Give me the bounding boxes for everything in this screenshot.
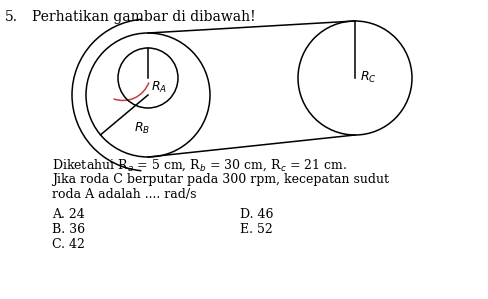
Text: B. 36: B. 36 [52,223,85,236]
Text: C. 42: C. 42 [52,238,85,251]
Text: D. 46: D. 46 [240,208,273,221]
Text: E. 52: E. 52 [240,223,272,236]
Text: Jika roda C berputar pada 300 rpm, kecepatan sudut: Jika roda C berputar pada 300 rpm, kecep… [52,173,388,186]
Text: Perhatikan gambar di dibawah!: Perhatikan gambar di dibawah! [32,10,255,24]
Text: $R_A$: $R_A$ [151,80,167,95]
Text: 5.: 5. [5,10,18,24]
Text: $R_C$: $R_C$ [359,70,376,85]
Text: A. 24: A. 24 [52,208,84,221]
Text: Diketahui R$_a$ = 5 cm, R$_b$ = 30 cm, R$_c$ = 21 cm.: Diketahui R$_a$ = 5 cm, R$_b$ = 30 cm, R… [52,158,346,173]
Text: roda A adalah .... rad/s: roda A adalah .... rad/s [52,188,196,201]
Text: $R_B$: $R_B$ [134,121,150,136]
